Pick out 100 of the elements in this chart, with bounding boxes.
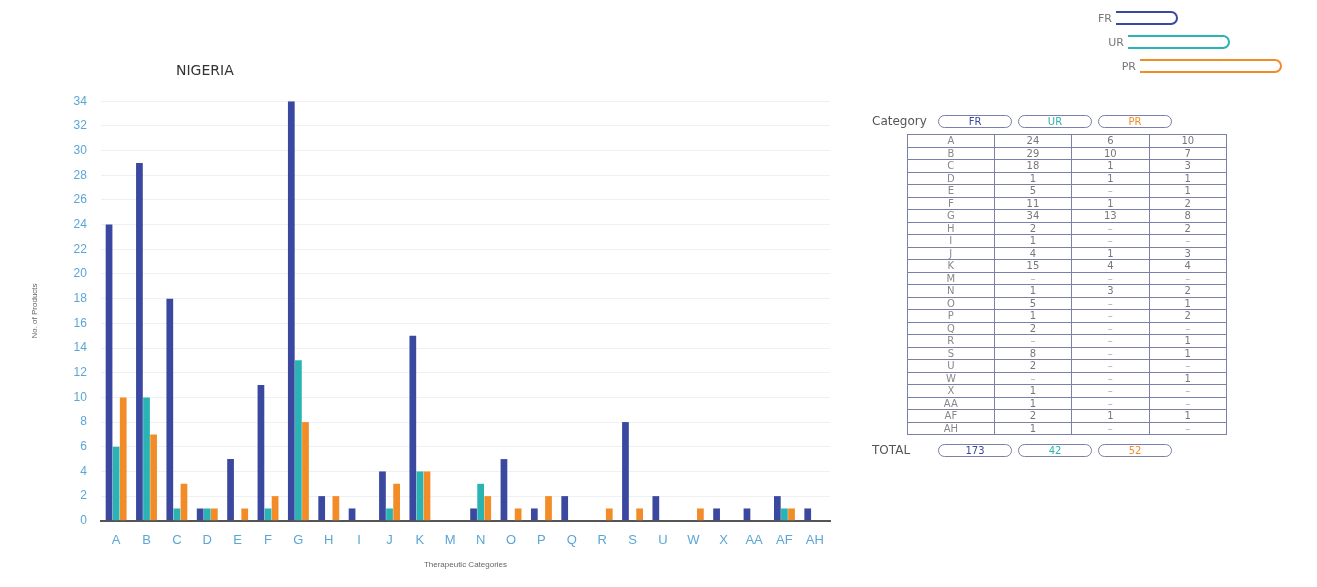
category-label: K bbox=[907, 259, 995, 272]
bar bbox=[713, 508, 720, 521]
data-label: – bbox=[1071, 222, 1150, 235]
data-label: 24 bbox=[994, 134, 1072, 147]
x-tick-label: O bbox=[505, 532, 517, 548]
x-tick-label: S bbox=[628, 532, 638, 548]
data-label: 2 bbox=[1149, 284, 1227, 297]
bar bbox=[173, 508, 181, 521]
y-tick-label: 4 bbox=[80, 463, 88, 478]
bar bbox=[530, 508, 538, 521]
data-label: 1 bbox=[1071, 247, 1150, 260]
data-label: 13 bbox=[1071, 209, 1150, 222]
data-label: 5 bbox=[994, 184, 1072, 197]
bar bbox=[379, 471, 386, 521]
y-tick-label: 34 bbox=[73, 93, 88, 108]
data-label: – bbox=[1071, 397, 1150, 410]
x-tick-label: I bbox=[357, 532, 361, 548]
bar bbox=[781, 508, 788, 521]
data-label: – bbox=[1149, 422, 1227, 435]
data-label: 8 bbox=[1149, 209, 1227, 222]
data-label: 1 bbox=[1149, 184, 1227, 197]
data-label: – bbox=[1071, 359, 1150, 372]
bar bbox=[241, 508, 249, 521]
category-label: N bbox=[907, 284, 995, 297]
x-tick-label: F bbox=[264, 532, 273, 548]
text: PR bbox=[1120, 59, 1136, 73]
bar bbox=[514, 508, 522, 521]
x-tick-label: B bbox=[142, 532, 151, 548]
category-label: X bbox=[907, 384, 995, 397]
category-label: A bbox=[907, 134, 995, 147]
data-label: 1 bbox=[994, 284, 1072, 297]
y-tick-label: 6 bbox=[80, 439, 88, 454]
x-tick-label: A bbox=[111, 532, 121, 548]
category-label: C bbox=[907, 159, 995, 172]
bar bbox=[773, 496, 781, 521]
bar bbox=[318, 496, 326, 521]
text: TOTAL bbox=[872, 443, 912, 457]
x-tick-label: H bbox=[324, 532, 334, 548]
data-label: – bbox=[1071, 347, 1150, 360]
data-label: 15 bbox=[994, 259, 1072, 272]
data-label: 10 bbox=[1071, 147, 1150, 160]
bar bbox=[393, 483, 400, 521]
data-label: 3 bbox=[1149, 159, 1227, 172]
category-label: B bbox=[907, 147, 995, 160]
x-tick-label: M bbox=[444, 532, 456, 548]
category-label: G bbox=[907, 209, 995, 222]
bar bbox=[136, 162, 143, 521]
bar bbox=[143, 397, 150, 521]
bar bbox=[636, 508, 643, 521]
x-tick-label: K bbox=[415, 532, 425, 548]
chart-title: NIGERIA bbox=[176, 62, 234, 78]
data-label: 3 bbox=[1071, 284, 1150, 297]
bar bbox=[150, 434, 157, 521]
bar bbox=[332, 496, 340, 521]
data-label: 1 bbox=[1071, 409, 1150, 422]
bar bbox=[196, 508, 204, 521]
category-label: D bbox=[907, 172, 995, 185]
bar bbox=[203, 508, 211, 521]
category-label: AF bbox=[907, 409, 995, 422]
category-label: W bbox=[907, 372, 995, 385]
data-label: 1 bbox=[1149, 372, 1227, 385]
data-label: – bbox=[1071, 272, 1150, 285]
text: 52 bbox=[1098, 443, 1172, 457]
data-label: 4 bbox=[1149, 259, 1227, 272]
data-label: – bbox=[1071, 422, 1150, 435]
bar bbox=[804, 508, 812, 521]
x-tick-label: AH bbox=[805, 532, 824, 548]
data-label: 10 bbox=[1149, 134, 1227, 147]
data-label: 1 bbox=[994, 309, 1072, 322]
data-label: 2 bbox=[1149, 222, 1227, 235]
data-label: 6 bbox=[1071, 134, 1150, 147]
x-tick-label: E bbox=[233, 532, 243, 548]
data-label: – bbox=[1071, 334, 1150, 347]
y-tick-label: 20 bbox=[73, 266, 88, 281]
y-tick-label: 0 bbox=[80, 513, 88, 528]
bar bbox=[210, 508, 218, 521]
y-tick-label: 10 bbox=[73, 389, 88, 404]
data-label: – bbox=[1071, 322, 1150, 335]
data-label: 11 bbox=[994, 197, 1072, 210]
bar bbox=[477, 483, 485, 521]
y-tick-label: 22 bbox=[73, 241, 88, 256]
data-label: – bbox=[1149, 359, 1227, 372]
legend-label: UR bbox=[1018, 114, 1092, 128]
data-label: 1 bbox=[1071, 172, 1150, 185]
data-label: – bbox=[1149, 384, 1227, 397]
category-label: AA bbox=[907, 397, 995, 410]
category-label: O bbox=[907, 297, 995, 310]
bar bbox=[652, 496, 660, 521]
data-label: – bbox=[1071, 184, 1150, 197]
data-label: 1 bbox=[1149, 347, 1227, 360]
data-label: 1 bbox=[994, 172, 1072, 185]
y-tick-label: 12 bbox=[73, 365, 88, 380]
y-tick-label: 18 bbox=[73, 290, 88, 305]
data-label: 3 bbox=[1149, 247, 1227, 260]
bar bbox=[788, 508, 795, 521]
data-label: 5 bbox=[994, 297, 1072, 310]
data-label: – bbox=[1149, 272, 1227, 285]
bar bbox=[386, 508, 393, 521]
data-label: – bbox=[994, 334, 1072, 347]
y-tick-label: 14 bbox=[73, 340, 88, 355]
